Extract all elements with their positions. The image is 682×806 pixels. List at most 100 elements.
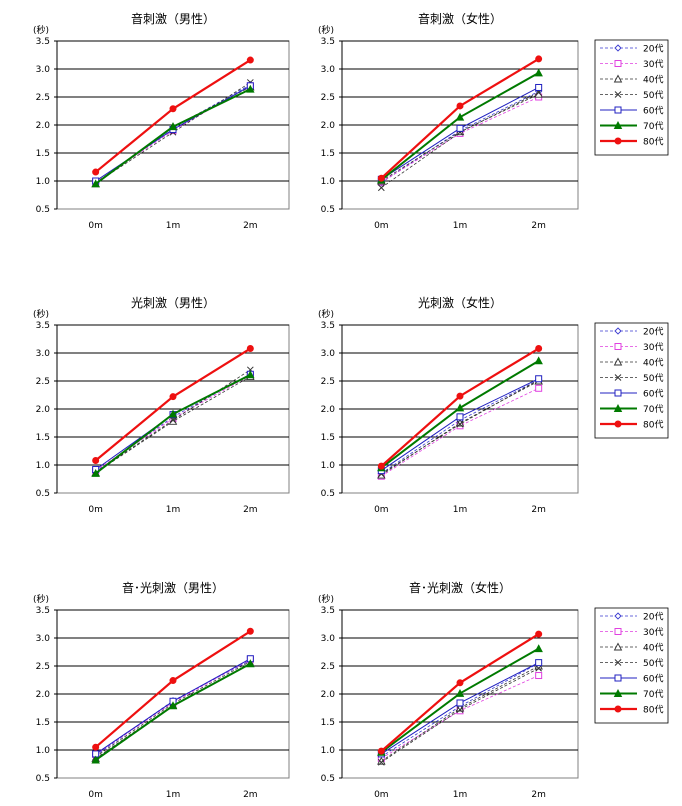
chart-panel-1: 0.5 1.0 1.5 2.0 2.5 3.0 3.5 0m 1m 2m 音刺激（男性） (秒) [33, 11, 290, 231]
legend-label: 30代 [643, 342, 663, 353]
data-point [246, 627, 254, 635]
y-tick-label: 1.0 [36, 461, 51, 471]
data-point [377, 758, 385, 766]
chart-title: 音･光刺激（男性） [122, 580, 224, 595]
data-point [168, 701, 178, 710]
data-point [92, 168, 100, 176]
legend-marker [613, 121, 623, 129]
data-point [91, 755, 100, 764]
x-tick-label: 0m [88, 221, 103, 231]
data-point [92, 457, 100, 465]
legend-label: 50代 [643, 373, 663, 384]
data-point [377, 174, 385, 182]
y-tick-label: 2.5 [321, 377, 335, 387]
y-tick-label: 3.5 [36, 606, 50, 616]
y-tick-label: 2.5 [321, 662, 335, 672]
data-point [456, 392, 464, 400]
y-tick-label: 3.0 [36, 634, 51, 644]
legend-box [594, 39, 669, 156]
data-point [456, 699, 464, 707]
data-point [535, 375, 543, 383]
y-tick-label: 3.5 [321, 321, 335, 331]
legend-label: 60代 [643, 674, 663, 685]
legend-marker [613, 357, 623, 366]
data-point [377, 462, 385, 470]
series-line [95, 369, 251, 473]
y-tick-label: 3.0 [321, 349, 336, 359]
legend-label: 40代 [643, 75, 663, 86]
y-tick-label: 3.5 [36, 37, 50, 47]
data-point [456, 413, 464, 421]
legend-label: 20代 [643, 327, 663, 338]
legend-label: 70代 [643, 121, 663, 132]
chart-title: 音刺激（女性） [418, 11, 502, 26]
y-tick-label: 1.5 [36, 149, 50, 159]
legend-label: 60代 [643, 389, 663, 400]
legend-marker [613, 642, 623, 651]
x-tick-label: 1m [453, 221, 468, 231]
x-tick-label: 0m [374, 221, 389, 231]
data-point [91, 468, 100, 477]
data-point [169, 416, 177, 424]
x-tick-label: 2m [531, 221, 546, 231]
data-point [377, 470, 386, 479]
legend-marker [613, 689, 623, 697]
series-7 [377, 630, 543, 755]
legend-marker [614, 420, 622, 428]
legend-label: 80代 [643, 137, 663, 148]
legend-label: 80代 [643, 705, 663, 716]
y-tick-label: 2.5 [36, 93, 50, 103]
data-point [246, 84, 255, 93]
legend-label: 30代 [643, 627, 663, 638]
y-tick-label: 3.5 [321, 37, 335, 47]
legend-marker [614, 60, 622, 67]
x-tick-label: 1m [166, 505, 181, 515]
legend-marker [614, 44, 622, 52]
y-tick-label: 1.0 [321, 746, 336, 756]
legend-box [594, 322, 669, 439]
y-axis-label: (秒) [318, 308, 334, 320]
legend-label: 50代 [643, 658, 663, 669]
y-tick-label: 2.5 [36, 662, 50, 672]
data-point [534, 68, 543, 77]
chart-panel-4: 0.5 1.0 1.5 2.0 2.5 3.0 3.5 0m 1m 2m 光刺激（女性） (秒) [318, 295, 579, 515]
data-point [456, 706, 464, 714]
series-7 [92, 345, 254, 465]
series-line [381, 665, 539, 762]
data-point [91, 179, 100, 188]
data-point [246, 659, 255, 668]
legend-label: 70代 [643, 404, 663, 415]
data-point [168, 122, 178, 131]
y-tick-label: 1.5 [36, 718, 50, 728]
data-point [534, 356, 543, 365]
y-tick-label: 1.5 [321, 433, 335, 443]
x-tick-label: 0m [88, 790, 103, 800]
series-line [381, 667, 539, 763]
legend-6: 20代 30代 40代 50代 60代 70代 80代 [594, 607, 669, 724]
series-6 [377, 356, 543, 472]
series-6 [91, 84, 255, 188]
legend-label: 80代 [643, 420, 663, 431]
y-tick-label: 3.5 [321, 606, 335, 616]
chart-title: 光刺激（女性） [418, 295, 502, 310]
legend-label: 20代 [643, 612, 663, 623]
series-line [95, 658, 251, 755]
y-tick-label: 1.5 [36, 433, 50, 443]
data-point [535, 83, 543, 91]
legend-marker [614, 374, 622, 381]
series-7 [92, 627, 254, 751]
x-tick-label: 1m [453, 790, 468, 800]
legend-label: 70代 [643, 689, 663, 700]
data-point [169, 393, 177, 401]
data-point [456, 124, 464, 132]
x-tick-label: 0m [374, 790, 389, 800]
y-tick-label: 1.5 [321, 718, 335, 728]
y-tick-label: 0.5 [321, 205, 335, 215]
legend-marker [614, 705, 622, 713]
data-point [535, 672, 543, 680]
y-tick-label: 0.5 [36, 774, 50, 784]
legend-box [594, 607, 669, 724]
legend-marker [614, 674, 622, 682]
legend-marker [614, 389, 622, 397]
chart-title: 光刺激（男性） [131, 296, 215, 310]
